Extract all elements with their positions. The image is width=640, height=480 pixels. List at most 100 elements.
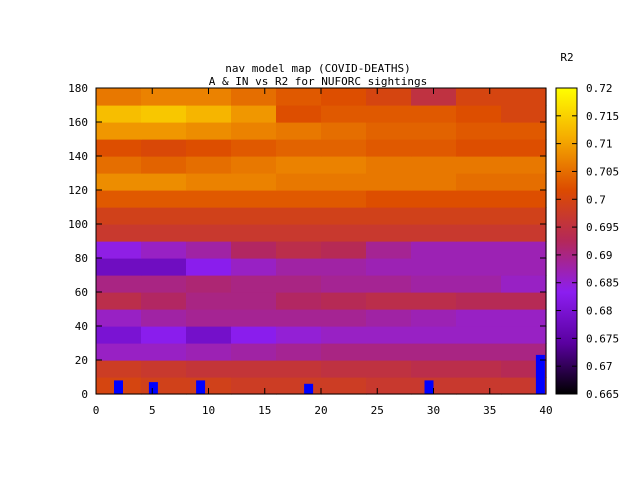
heatmap-cell: [366, 292, 412, 310]
x-tick-label: 15: [258, 404, 271, 417]
heatmap-cell: [321, 122, 367, 140]
heatmap-cell: [321, 139, 367, 157]
heatmap-cell: [276, 309, 322, 327]
heatmap-cell: [321, 207, 367, 225]
heatmap-cell: [501, 258, 547, 276]
heatmap-cell: [276, 122, 322, 140]
heatmap-cell: [501, 190, 547, 208]
heatmap-cell: [321, 275, 367, 293]
heatmap-cell: [231, 122, 277, 140]
heatmap-cell: [141, 156, 187, 174]
heatmap-cell: [321, 309, 367, 327]
heatmap-cell: [501, 241, 547, 259]
heatmap-cell: [186, 326, 232, 344]
heatmap-cell: [186, 156, 232, 174]
y-tick-label: 120: [68, 184, 88, 197]
markers: [114, 354, 545, 394]
heatmap-cell: [96, 173, 142, 191]
heatmap-cell: [96, 292, 142, 310]
heatmap-cell: [411, 224, 457, 242]
x-axis-ticks: 0 5 10 15 20 25 30 35 40: [93, 88, 553, 417]
heatmap-cell: [186, 360, 232, 378]
heatmap-cell: [456, 207, 502, 225]
heatmap-cell: [411, 105, 457, 123]
heatmap-cell: [456, 275, 502, 293]
heatmap-cell: [501, 360, 547, 378]
heatmap-cell: [276, 88, 322, 106]
heatmap-cell: [411, 173, 457, 191]
heatmap-cell: [366, 88, 412, 106]
heatmap-cell: [366, 360, 412, 378]
colorbar-gradient: [556, 88, 577, 394]
heatmap-cell: [411, 326, 457, 344]
heatmap-cell: [276, 360, 322, 378]
y-tick-label: 160: [68, 116, 88, 129]
y-tick-label: 140: [68, 150, 88, 163]
heatmap-cell: [366, 207, 412, 225]
heatmap-cell: [96, 139, 142, 157]
heatmap-cell: [231, 139, 277, 157]
heatmap-cell: [501, 224, 547, 242]
heatmap-cell: [501, 207, 547, 225]
heatmap-cell: [141, 292, 187, 310]
heatmap-cell: [231, 377, 277, 395]
x-tick-label: 5: [149, 404, 156, 417]
heatmap-cell: [96, 105, 142, 123]
x-tick-label: 25: [371, 404, 384, 417]
y-tick-label: 0: [81, 388, 88, 401]
heatmap-cell: [456, 88, 502, 106]
heatmap-cell: [366, 190, 412, 208]
heatmap-cell: [141, 343, 187, 361]
heatmap-cell: [411, 360, 457, 378]
heatmap-cell: [141, 275, 187, 293]
cb-tick-label: 0.705: [586, 165, 619, 178]
heatmap-cell: [141, 326, 187, 344]
heatmap-cell: [366, 241, 412, 259]
heatmap-cell: [456, 190, 502, 208]
heatmap-cell: [501, 88, 547, 106]
cb-tick-label: 0.675: [586, 332, 619, 345]
marker-bar: [535, 354, 545, 394]
heatmap-cell: [456, 173, 502, 191]
heatmap-cell: [411, 190, 457, 208]
heatmap-cell: [501, 156, 547, 174]
heatmap-cell: [96, 343, 142, 361]
heatmap-cell: [231, 275, 277, 293]
heatmap-cell: [366, 173, 412, 191]
heatmap-cell: [411, 241, 457, 259]
x-tick-label: 20: [314, 404, 327, 417]
heatmap-cell: [501, 326, 547, 344]
heatmap-cell: [186, 292, 232, 310]
x-tick-label: 0: [93, 404, 100, 417]
heatmap-cell: [501, 173, 547, 191]
heatmap-cell: [186, 173, 232, 191]
heatmap-cell: [276, 173, 322, 191]
heatmap-cell: [456, 241, 502, 259]
heatmap-cell: [366, 309, 412, 327]
heatmap-cell: [141, 241, 187, 259]
heatmap-cell: [96, 190, 142, 208]
colorbar-frame: [555, 87, 578, 395]
heatmap-cell: [96, 224, 142, 242]
heatmap-cell: [456, 343, 502, 361]
colorbar-ticks: 0.665 0.67 0.675 0.68 0.685 0.69 0.695 0.7 0.705…: [556, 82, 619, 401]
heatmap-cell: [321, 343, 367, 361]
heatmap-cell: [501, 309, 547, 327]
heatmap-cell: [456, 122, 502, 140]
heatmap-cell: [141, 88, 187, 106]
chart-title-line1: nav model map (COVID-DEATHS): [225, 62, 410, 75]
heatmap-cell: [186, 88, 232, 106]
cb-tick-label: 0.67: [586, 360, 613, 373]
x-tick-label: 40: [539, 404, 552, 417]
heatmap-cell: [186, 122, 232, 140]
heatmap-cell: [276, 139, 322, 157]
heatmap-cell: [456, 156, 502, 174]
heatmap-cell: [456, 309, 502, 327]
heatmap-cell: [321, 377, 367, 395]
heatmap-cell: [186, 343, 232, 361]
y-tick-label: 60: [75, 286, 88, 299]
chart-title-line2: A & IN vs R2 for NUFORC sightings: [209, 75, 428, 88]
heatmap-cell: [141, 258, 187, 276]
heatmap-cell: [366, 224, 412, 242]
